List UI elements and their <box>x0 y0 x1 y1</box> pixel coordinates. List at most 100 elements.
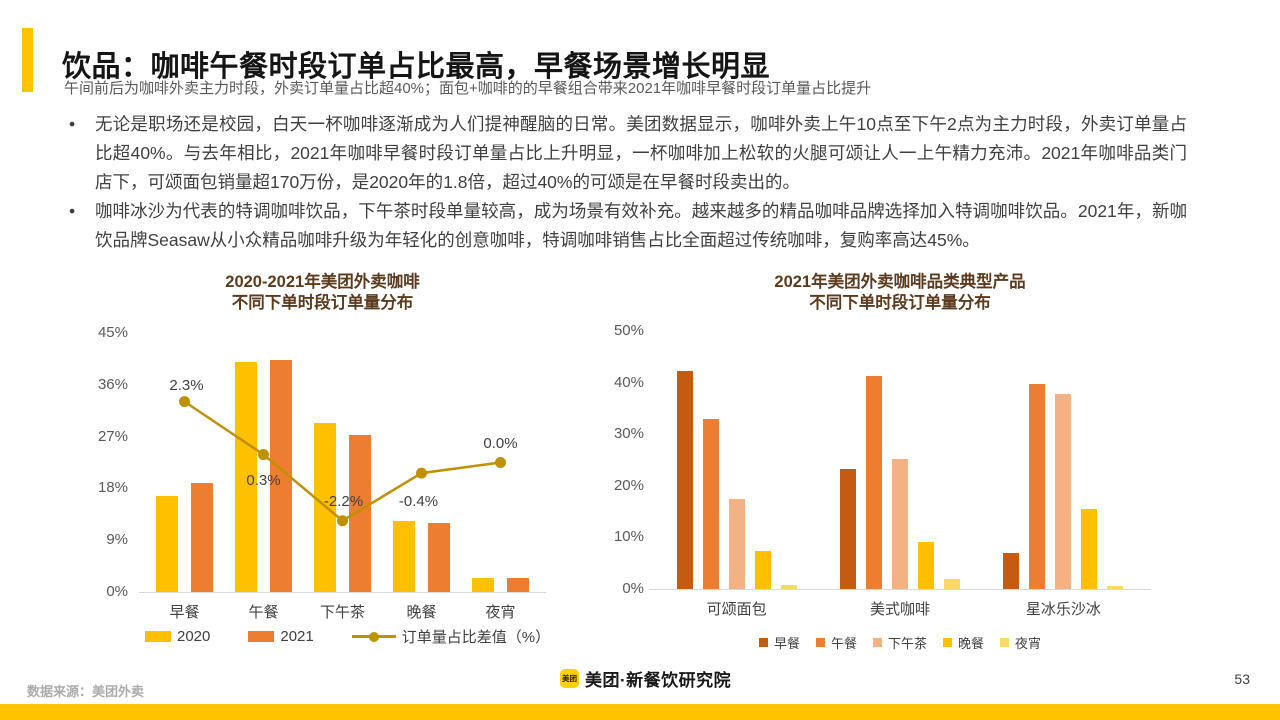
bar <box>428 522 450 592</box>
x-axis-label: 美式咖啡 <box>869 601 931 618</box>
bar <box>156 495 178 592</box>
line-data-label: 2.3% <box>169 376 204 394</box>
bar <box>472 577 494 592</box>
y-axis-label: 45% <box>97 324 128 341</box>
legend-item: 订单量占比差值（%） <box>351 626 551 647</box>
bar <box>1107 585 1124 589</box>
bullet-list: 无论是职场还是校园，白天一杯咖啡逐渐成为人们提神醒脑的日常。美团数据显示，咖啡外… <box>65 110 1187 255</box>
legend-swatch <box>943 638 952 647</box>
line-point <box>416 467 427 479</box>
bar <box>1081 509 1098 589</box>
y-axis-label: 30% <box>613 425 644 443</box>
bar <box>393 520 415 592</box>
right-chart-title-line2: 不同下单时段订单量分布 <box>809 294 991 312</box>
legend: 早餐 午餐 下午茶 晚餐 夜宵 <box>700 633 1100 652</box>
y-axis-label: 20% <box>613 476 644 494</box>
diff-line-chart <box>179 396 506 527</box>
x-axis-label: 早餐 <box>169 604 200 621</box>
data-source-note: 数据来源：美团外卖 <box>27 684 145 699</box>
legend-swatch <box>248 631 275 642</box>
y-axis-label: 18% <box>97 479 128 497</box>
x-axis-label: 午餐 <box>248 604 279 621</box>
bar <box>840 468 856 589</box>
legend-label: 订单量占比差值（%） <box>401 629 551 646</box>
legend-item: 夜宵 <box>1000 633 1041 652</box>
legend-line-dot <box>368 631 379 642</box>
bar <box>1003 553 1020 589</box>
line-point <box>495 457 506 468</box>
legend-label: 下午茶 <box>887 636 927 651</box>
bar <box>944 578 960 589</box>
legend-label: 2020 <box>177 628 211 645</box>
legend-line-swatch <box>351 631 396 642</box>
bar <box>1055 394 1072 589</box>
y-axis-label: 10% <box>613 528 644 546</box>
y-axis-label: 27% <box>97 427 128 445</box>
bottom-accent-bar <box>0 704 1280 720</box>
legend-label: 午餐 <box>830 636 857 651</box>
bar <box>676 370 693 589</box>
x-axis-line <box>649 589 1151 590</box>
legend-label: 2021 <box>280 628 314 645</box>
legend-swatch <box>145 631 171 642</box>
meituan-logo-text: 美团·新餐饮研究院 <box>585 671 732 690</box>
bar <box>191 482 213 592</box>
meituan-logo-icon: 美团 <box>560 669 579 688</box>
title-accent-bar <box>22 28 33 92</box>
left-chart-title-line1: 2020-2021年美团外卖咖啡 <box>225 273 420 291</box>
x-axis-label: 可颂面包 <box>706 601 767 618</box>
legend-swatch <box>872 638 882 647</box>
bar <box>918 541 934 589</box>
right-chart-title-line1: 2021年美团外卖咖啡品类典型产品 <box>774 273 1026 291</box>
y-axis-label: 9% <box>106 531 128 549</box>
legend-item: 下午茶 <box>872 633 927 652</box>
legend-swatch <box>1000 638 1010 647</box>
legend-label: 夜宵 <box>1015 636 1042 651</box>
legend-label: 晚餐 <box>958 636 985 651</box>
bar <box>728 499 745 589</box>
x-axis-label: 下午茶 <box>319 604 366 621</box>
page-number: 53 <box>1234 671 1250 687</box>
x-axis-label: 星冰乐沙冰 <box>1025 601 1101 618</box>
bar <box>1029 383 1046 589</box>
line-point <box>258 449 269 461</box>
y-axis-label: 36% <box>97 375 128 393</box>
line-data-label: -0.4% <box>398 493 439 511</box>
bar <box>349 435 371 592</box>
bar <box>892 458 908 589</box>
x-axis-label: 晚餐 <box>406 604 437 621</box>
bar <box>780 584 797 589</box>
y-axis-label: 50% <box>613 322 644 339</box>
bar <box>754 551 771 589</box>
right-chart-title: 2021年美团外卖咖啡品类典型产品 不同下单时段订单量分布 <box>655 272 1145 314</box>
y-axis-label: 0% <box>106 583 128 600</box>
meituan-logo: 美团 美团·新餐饮研究院 <box>560 666 731 691</box>
page-subtitle: 午间前后为咖啡外卖主力时段，外卖订单量占比超40%；面包+咖啡的的早餐组合带来2… <box>64 80 872 97</box>
legend-item: 2021 <box>248 628 314 645</box>
bar <box>507 577 529 592</box>
x-axis-label: 夜宵 <box>485 604 516 621</box>
legend: 2020 2021 订单量占比差值（%） <box>145 626 565 647</box>
legend-swatch <box>758 638 768 647</box>
bullet-item: 无论是职场还是校园，白天一杯咖啡逐渐成为人们提神醒脑的日常。美团数据显示，咖啡外… <box>65 110 1187 197</box>
legend-swatch <box>815 638 825 647</box>
legend-item: 晚餐 <box>943 633 984 652</box>
page-title: 饮品：咖啡午餐时段订单占比最高，早餐场景增长明显 <box>62 51 771 84</box>
line-point <box>337 515 348 527</box>
line-data-label: 0.0% <box>483 434 518 452</box>
bar <box>270 360 292 592</box>
bullet-item: 咖啡冰沙为代表的特调咖啡饮品，下午茶时段单量较高，成为场景有效补充。越来越多的精… <box>65 197 1187 255</box>
legend-label: 早餐 <box>773 636 800 651</box>
left-chart-title: 2020-2021年美团外卖咖啡 不同下单时段订单量分布 <box>100 272 545 314</box>
bar <box>235 361 257 592</box>
left-chart-title-line2: 不同下单时段订单量分布 <box>231 294 414 312</box>
y-axis-label: 0% <box>622 580 644 597</box>
line-point <box>179 396 190 408</box>
legend-item: 午餐 <box>815 633 857 652</box>
line-data-label: -2.2% <box>323 492 364 510</box>
bar <box>866 375 882 589</box>
legend-item: 早餐 <box>758 633 800 652</box>
bar <box>702 419 719 589</box>
x-axis-line <box>139 592 546 593</box>
